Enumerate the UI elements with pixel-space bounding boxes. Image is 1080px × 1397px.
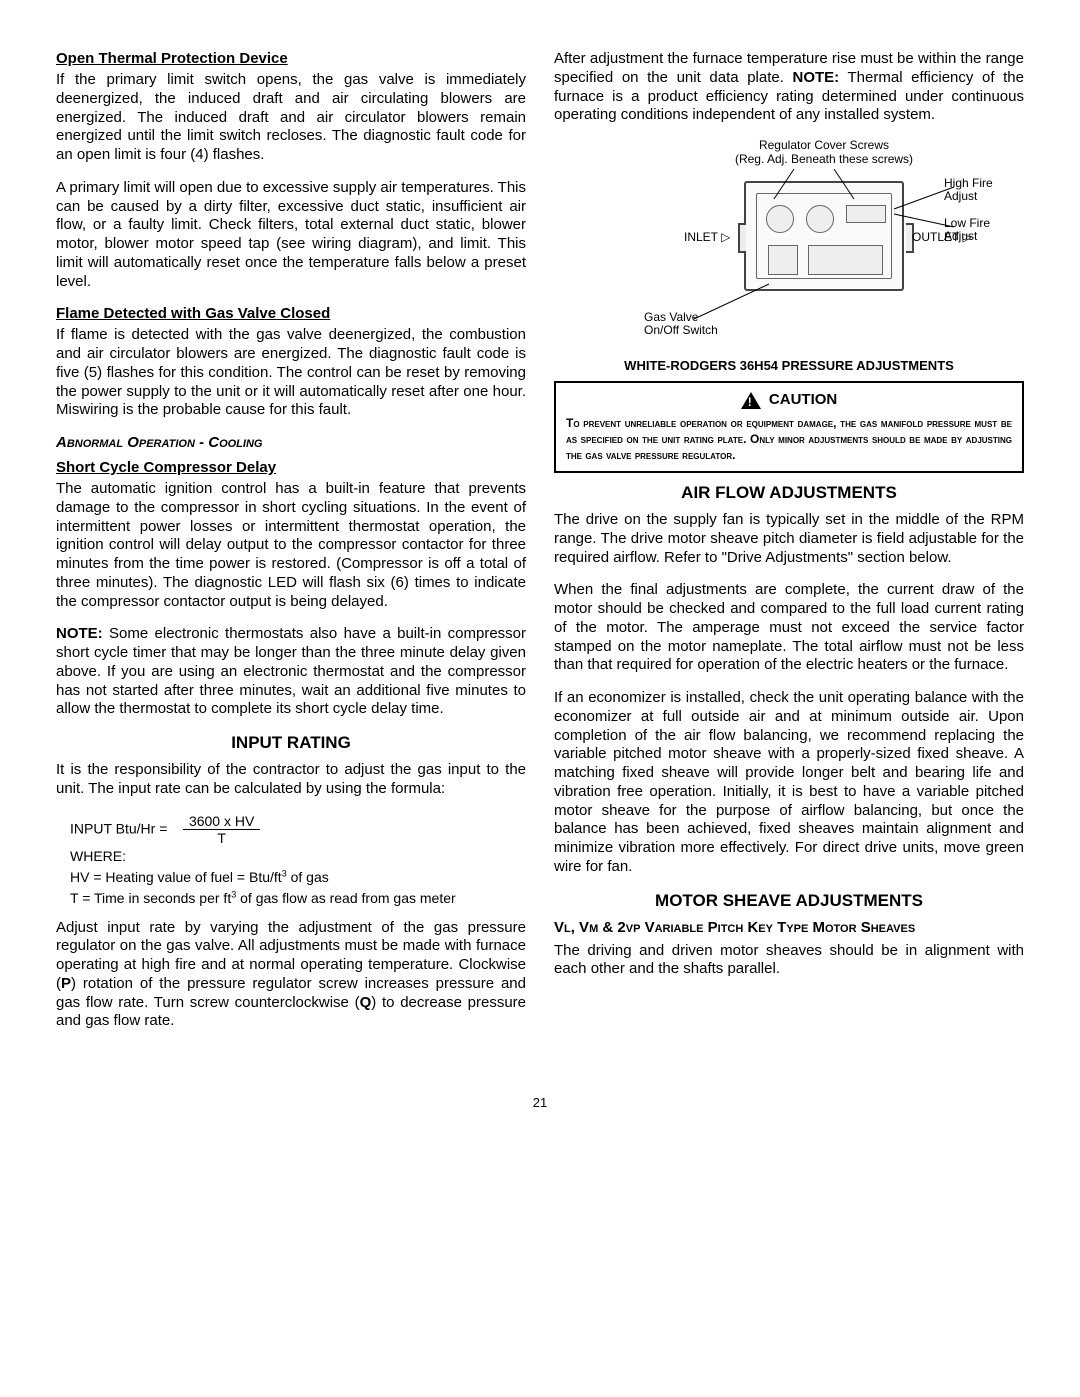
section-airflow: AIR FLOW ADJUSTMENTS	[554, 483, 1024, 503]
paragraph: The automatic ignition control has a bui…	[56, 480, 526, 611]
gas-valve-diagram: Regulator Cover Screws (Reg. Adj. Beneat…	[554, 139, 1024, 354]
label-reg-cover-1: Regulator Cover Screws	[704, 139, 944, 152]
warning-triangle-icon	[741, 392, 761, 409]
caution-heading: CAUTION	[566, 391, 1012, 409]
paragraph-after-adjust: After adjustment the furnace temperature…	[554, 50, 1024, 125]
paragraph: The drive on the supply fan is typically…	[554, 511, 1024, 567]
paragraph: It is the responsibility of the contract…	[56, 761, 526, 799]
arrow-right-icon: ▷	[962, 231, 971, 244]
paragraph: If flame is detected with the gas valve …	[56, 326, 526, 420]
paragraph: If an economizer is installed, check the…	[554, 689, 1024, 877]
arrow-right-icon: ▷	[721, 231, 730, 244]
label-outlet: OUTLET ▷	[912, 231, 972, 244]
paragraph: The driving and driven motor sheaves sho…	[554, 942, 1024, 980]
hv-def: HV = Heating value of fuel = Btu/ft3 of …	[70, 869, 329, 885]
heading-abnormal-cooling: Abnormal Operation - Cooling	[56, 434, 526, 451]
section-motor-sheave: MOTOR SHEAVE ADJUSTMENTS	[554, 891, 1024, 911]
input-formula: INPUT Btu/Hr = 3600 x HV T WHERE: HV = H…	[70, 813, 526, 909]
paragraph: A primary limit will open due to excessi…	[56, 179, 526, 292]
page-number: 21	[56, 1095, 1024, 1110]
right-column: After adjustment the furnace temperature…	[554, 50, 1024, 1045]
label-reg-cover-2: (Reg. Adj. Beneath these screws)	[704, 153, 944, 166]
t-def: T = Time in seconds per ft3 of gas flow …	[70, 890, 456, 906]
label-high-fire: High Fire Adjust	[944, 177, 1014, 203]
pressure-adjust-title: WHITE-RODGERS 36H54 PRESSURE ADJUSTMENTS	[554, 358, 1024, 373]
formula-fraction: 3600 x HV T	[183, 813, 260, 846]
note-label: NOTE:	[56, 625, 103, 642]
paragraph: If the primary limit switch opens, the g…	[56, 71, 526, 165]
label-gas-valve-switch: Gas Valve On/Off Switch	[644, 311, 718, 337]
formula-denominator: T	[183, 830, 260, 846]
paragraph-note: NOTE: Some electronic thermostats also h…	[56, 625, 526, 719]
label-inlet: INLET ▷	[684, 231, 730, 244]
formula-lhs: INPUT Btu/Hr =	[70, 820, 167, 836]
heading-short-cycle: Short Cycle Compressor Delay	[56, 459, 526, 476]
note-text: Some electronic thermostats also have a …	[56, 625, 526, 717]
caution-box: CAUTION To prevent unreliable operation …	[554, 381, 1024, 473]
caution-body: To prevent unreliable operation or equip…	[566, 415, 1012, 464]
section-input-rating: INPUT RATING	[56, 733, 526, 753]
heading-flame-detected: Flame Detected with Gas Valve Closed	[56, 305, 526, 322]
gas-valve-body	[744, 181, 904, 291]
document-two-column: Open Thermal Protection Device If the pr…	[56, 50, 1024, 1045]
left-column: Open Thermal Protection Device If the pr…	[56, 50, 526, 1045]
heading-open-thermal: Open Thermal Protection Device	[56, 50, 526, 67]
paragraph-adjust: Adjust input rate by varying the adjustm…	[56, 919, 526, 1032]
formula-numerator: 3600 x HV	[183, 813, 260, 830]
subheading-sheave-types: Vl, Vm & 2vp Variable Pitch Key Type Mot…	[554, 919, 1024, 936]
where-label: WHERE:	[70, 848, 126, 864]
paragraph: When the final adjustments are complete,…	[554, 581, 1024, 675]
